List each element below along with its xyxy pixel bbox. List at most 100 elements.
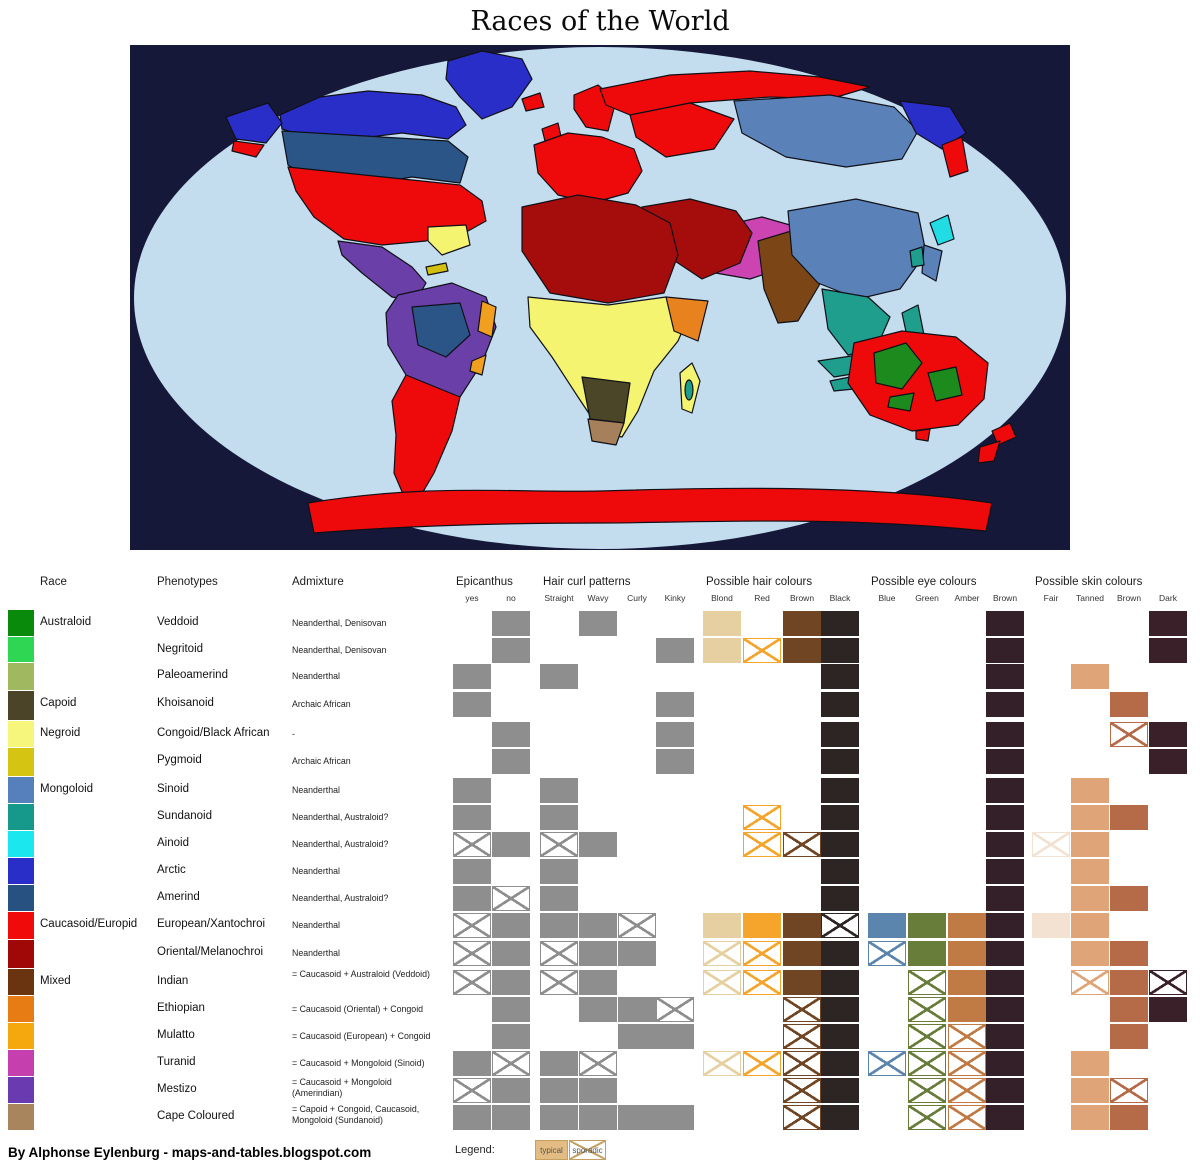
cell-mulatto-no [492, 1024, 530, 1049]
cell-ethiopian-brown_hair [783, 997, 821, 1022]
admixture-paleoamerind: Neanderthal [292, 671, 340, 681]
cell-khoisanoid-brown_eye [986, 692, 1024, 717]
cell-sinoid-yes [453, 778, 491, 803]
race-swatch-congoid-black-african [8, 721, 34, 747]
race-swatch-negritoid [8, 637, 34, 662]
phenotype-name-indian: Indian [157, 975, 189, 987]
region-tasmania [915, 428, 931, 442]
cell-cape-coloured-wavy [579, 1105, 617, 1130]
race-swatch-indian [8, 969, 34, 995]
cell-paleoamerind-tanned [1071, 664, 1109, 689]
cell-mestizo-amber [948, 1078, 986, 1103]
subcolumn-header-wavy: Wavy [587, 593, 609, 603]
legend-sporadic-box: sporadic [569, 1140, 606, 1160]
cell-arctic-tanned [1071, 859, 1109, 884]
cell-cape-coloured-brown_eye [986, 1105, 1024, 1130]
admixture-sinoid: Neanderthal [292, 785, 340, 795]
cell-amerind-straight [540, 886, 578, 911]
cell-european-xantochroi-green [908, 913, 946, 938]
cell-indian-brown_skin [1110, 970, 1148, 995]
cell-mulatto-brown_skin [1110, 1024, 1148, 1049]
cell-ethiopian-no [492, 997, 530, 1022]
cell-amerind-brown_eye [986, 886, 1024, 911]
phenotype-name-congoid-black-african: Congoid/Black African [157, 727, 270, 739]
cell-congoid-black-african-dark [1149, 722, 1187, 747]
region-madagascar-interior [684, 379, 694, 401]
cell-amerind-brown_skin [1110, 886, 1148, 911]
group-header-possible-eye-colours: Possible eye colours [871, 576, 977, 588]
cell-european-xantochroi-curly [618, 913, 656, 938]
cell-amerind-yes [453, 886, 491, 911]
race-swatch-sinoid [8, 777, 34, 803]
region-europe [533, 132, 643, 204]
phenotype-name-mestizo: Mestizo [157, 1083, 197, 1095]
phenotype-name-paleoamerind: Paleoamerind [157, 669, 228, 681]
cell-mestizo-tanned [1071, 1078, 1109, 1103]
cell-veddoid-no [492, 611, 530, 636]
cell-ethiopian-green [908, 997, 946, 1022]
cell-ethiopian-wavy [579, 997, 617, 1022]
region-kamchatka [941, 136, 969, 178]
group-header-possible-hair-colours: Possible hair colours [706, 576, 813, 588]
admixture-negritoid: Neanderthal, Denisovan [292, 645, 387, 655]
admixture-cape-coloured: = Capoid + Congoid, Caucasoid, Mongoloid… [292, 1104, 420, 1125]
cell-arctic-straight [540, 859, 578, 884]
cell-cape-coloured-amber [948, 1105, 986, 1130]
cell-sinoid-brown_eye [986, 778, 1024, 803]
race-swatch-amerind [8, 885, 34, 911]
race-name-caucasoid-europid: Caucasoid/Europid [40, 918, 138, 930]
cell-sundanoid-brown_eye [986, 805, 1024, 830]
cell-congoid-black-african-brown_eye [986, 722, 1024, 747]
cell-turanid-yes [453, 1051, 491, 1076]
cell-european-xantochroi-no [492, 913, 530, 938]
cell-indian-black [821, 970, 859, 995]
phenotype-name-european-xantochroi: European/Xantochroi [157, 918, 266, 930]
cell-oriental-melanochroi-no [492, 941, 530, 966]
cell-cape-coloured-yes [453, 1105, 491, 1130]
region-north-africa [521, 194, 679, 304]
region-russia-west [629, 102, 735, 158]
admixture-mulatto: = Caucasoid (European) + Congoid [292, 1031, 431, 1041]
cell-cape-coloured-straight [540, 1105, 578, 1130]
cell-indian-green [908, 970, 946, 995]
region-new-zealand-south [977, 440, 1001, 464]
admixture-oriental-melanochroi: Neanderthal [292, 948, 340, 958]
cell-indian-amber [948, 970, 986, 995]
cell-oriental-melanochroi-green [908, 941, 946, 966]
cell-khoisanoid-black [821, 692, 859, 717]
group-header-epicanthus: Epicanthus [456, 576, 513, 588]
cell-cape-coloured-kinky [656, 1105, 694, 1130]
race-swatch-oriental-melanochroi [8, 940, 34, 968]
cell-turanid-wavy [579, 1051, 617, 1076]
cell-pygmoid-dark [1149, 749, 1187, 774]
cell-mulatto-black [821, 1024, 859, 1049]
cell-cape-coloured-black [821, 1105, 859, 1130]
phenotype-name-mulatto: Mulatto [157, 1029, 195, 1041]
region-horn-of-africa [665, 296, 709, 342]
cell-turanid-tanned [1071, 1051, 1109, 1076]
race-swatch-turanid [8, 1050, 34, 1076]
race-name-mongoloid: Mongoloid [40, 783, 94, 795]
group-header-hair-curl-patterns: Hair curl patterns [543, 576, 631, 588]
subcolumn-header-red: Red [754, 593, 770, 603]
subcolumn-header-no: no [506, 593, 516, 603]
cell-sundanoid-red [743, 805, 781, 830]
subcolumn-header-brown_eye: Brown [992, 593, 1018, 603]
legend-sporadic-label: sporadic [572, 1145, 603, 1155]
cell-oriental-melanochroi-blond [703, 941, 741, 966]
cell-european-xantochroi-wavy [579, 913, 617, 938]
cell-cape-coloured-curly [618, 1105, 656, 1130]
group-header-possible-skin-colours: Possible skin colours [1035, 576, 1143, 588]
race-swatch-european-xantochroi [8, 912, 34, 939]
cell-sundanoid-black [821, 805, 859, 830]
region-caribbean [425, 262, 449, 276]
cell-arctic-black [821, 859, 859, 884]
cell-negritoid-kinky [656, 638, 694, 663]
subcolumn-header-black: Black [829, 593, 851, 603]
subcolumn-header-yes: yes [465, 593, 479, 603]
cell-veddoid-blond [703, 611, 741, 636]
region-greenland [445, 50, 533, 120]
admixture-european-xantochroi: Neanderthal [292, 920, 340, 930]
cell-mestizo-wavy [579, 1078, 617, 1103]
cell-ainoid-tanned [1071, 832, 1109, 857]
